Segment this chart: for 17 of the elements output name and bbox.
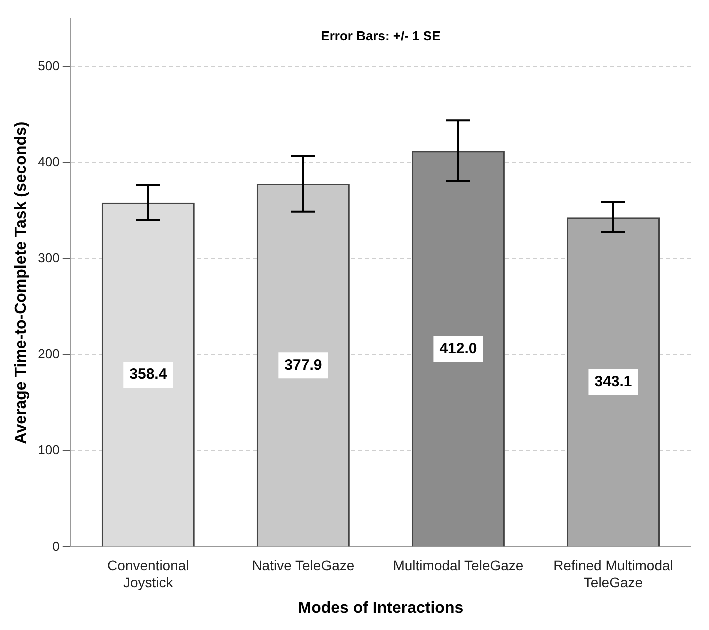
x-tick-label: Conventional Joystick (108, 557, 190, 590)
y-tick-label: 500 (38, 58, 60, 74)
y-axis-title: Average Time-to-Complete Task (seconds) (13, 122, 30, 444)
annotation: Error Bars: +/- 1 SE (321, 28, 442, 44)
y-tick-label: 200 (38, 346, 60, 362)
data-label: 377.9 (284, 356, 322, 374)
data-label: 412.0 (440, 340, 478, 358)
x-tick-label: Multimodal TeleGaze (393, 557, 524, 574)
x-tick-label: Native TeleGaze (252, 557, 355, 574)
data-label: 343.1 (594, 374, 632, 391)
x-tick-label: Refined Multimodal TeleGaze (554, 557, 674, 590)
y-tick-label: 100 (38, 442, 60, 458)
data-label: 358.4 (130, 366, 168, 384)
y-tick-label: 0 (52, 538, 60, 554)
y-tick-label: 400 (38, 154, 60, 170)
y-tick-label: 300 (38, 250, 60, 266)
x-axis-title: Modes of Interactions (298, 600, 464, 617)
